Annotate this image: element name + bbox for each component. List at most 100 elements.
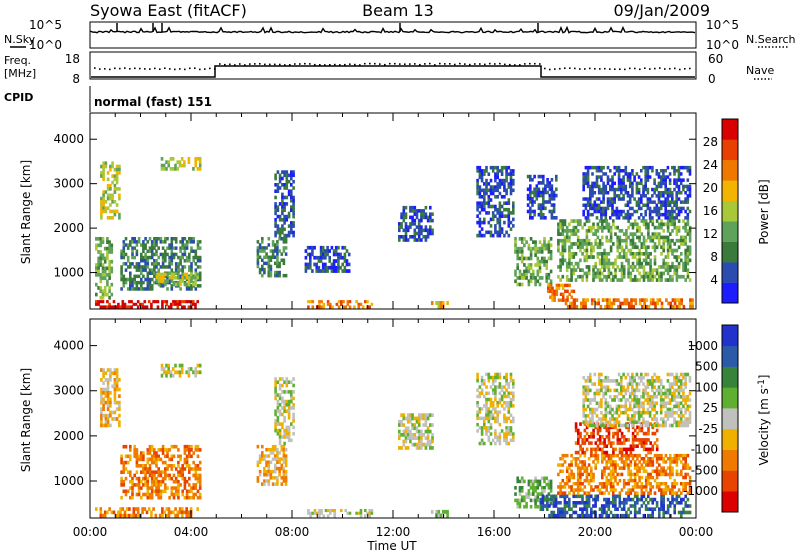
heatmap-cell: [645, 219, 648, 223]
heatmap-cell: [662, 172, 665, 176]
heatmap-cell: [636, 495, 639, 499]
heatmap-cell: [621, 278, 624, 282]
heatmap-cell: [125, 262, 128, 266]
heatmap-cell: [348, 263, 351, 267]
heatmap-cell: [490, 179, 493, 183]
heatmap-cell: [120, 455, 123, 459]
heatmap-cell: [348, 253, 351, 257]
heatmap-cell: [607, 191, 610, 195]
heatmap-cell: [494, 176, 497, 180]
heatmap-cell: [114, 200, 117, 204]
heatmap-cell: [100, 417, 103, 421]
heatmap-cell: [274, 470, 277, 474]
heatmap-cell: [171, 259, 174, 263]
heatmap-cell: [541, 247, 544, 251]
heatmap-cell: [263, 249, 266, 253]
heatmap-cell: [431, 229, 434, 233]
heatmap-cell: [169, 276, 172, 280]
heatmap-cell: [676, 232, 679, 236]
heatmap-cell: [398, 433, 401, 437]
heatmap-cell: [566, 275, 569, 279]
heatmap-cell: [151, 287, 154, 291]
heatmap-cell: [531, 203, 534, 207]
heatmap-cell: [614, 272, 617, 276]
heatmap-cell: [348, 269, 351, 273]
heatmap-cell: [328, 259, 331, 263]
heatmap-cell: [107, 407, 110, 411]
heatmap-cell: [109, 203, 112, 207]
heatmap-cell: [557, 242, 560, 246]
heatmap-cell: [259, 243, 262, 247]
heatmap-cell: [102, 194, 105, 198]
heatmap-cell: [420, 440, 423, 444]
heatmap-cell: [157, 305, 160, 308]
heatmap-cell: [579, 485, 582, 489]
heatmap-cell: [120, 458, 123, 462]
heatmap-cell: [564, 290, 567, 293]
heatmap-cell: [490, 198, 493, 202]
heatmap-cell: [662, 501, 665, 505]
heatmap-cell: [649, 252, 652, 256]
heatmap-cell: [107, 184, 110, 188]
heatmap-cell: [326, 246, 329, 250]
heatmap-cell: [623, 272, 626, 276]
heatmap-cell: [570, 262, 573, 266]
heatmap-cell: [678, 188, 681, 192]
heatmap-cell: [516, 499, 519, 503]
heatmap-cell: [190, 246, 193, 250]
heatmap-cell: [199, 483, 202, 487]
nave-label: Nave: [746, 64, 774, 77]
heatmap-cell: [360, 512, 363, 515]
heatmap-cell: [608, 275, 611, 279]
heatmap-cell: [550, 480, 553, 484]
heatmap-cell: [405, 206, 408, 210]
heatmap-cell: [411, 216, 414, 220]
heatmap-cell: [613, 197, 616, 201]
heatmap-cell: [116, 385, 119, 389]
heatmap-cell: [600, 178, 603, 182]
heatmap-cell: [97, 270, 100, 274]
heatmap-cell: [612, 265, 615, 269]
heatmap-cell: [129, 243, 132, 247]
nave-dot: [374, 63, 376, 65]
heatmap-cell: [592, 479, 595, 483]
nave-dot: [579, 68, 581, 70]
nave-dot: [644, 67, 646, 69]
heatmap-cell: [636, 223, 639, 227]
heatmap-cell: [510, 169, 513, 173]
heatmap-cell: [102, 237, 105, 241]
heatmap-cell: [678, 305, 681, 309]
heatmap-cell: [636, 245, 639, 249]
heatmap-cell: [111, 385, 114, 389]
heatmap-cell: [538, 188, 541, 192]
heatmap-cell: [190, 273, 193, 277]
heatmap-cell: [274, 380, 277, 384]
heatmap-cell: [501, 231, 504, 235]
noise-right-tick-bottom: 10^0: [706, 38, 739, 52]
heatmap-cell: [155, 259, 158, 263]
heatmap-cell: [651, 511, 654, 515]
heatmap-cell: [286, 432, 289, 436]
heatmap-cell: [635, 298, 638, 302]
heatmap-cell: [279, 377, 282, 381]
heatmap-cell: [665, 491, 668, 495]
heatmap-cell: [568, 239, 571, 243]
heatmap-cell: [122, 507, 125, 511]
heatmap-cell: [645, 485, 648, 489]
heatmap-cell: [324, 263, 327, 267]
heatmap-cell: [136, 243, 139, 247]
heatmap-cell: [485, 414, 488, 418]
heatmap-cell: [95, 263, 98, 267]
heatmap-cell: [292, 186, 295, 190]
heatmap-cell: [181, 493, 184, 497]
heatmap-cell: [573, 265, 576, 269]
heatmap-cell: [625, 185, 628, 189]
colorbar-segment: [722, 283, 738, 304]
heatmap-cell: [551, 188, 554, 192]
nave-dot: [344, 64, 346, 66]
heatmap-cell: [678, 255, 681, 259]
heatmap-cell: [599, 268, 602, 272]
heatmap-cell: [111, 161, 114, 165]
heatmap-cell: [611, 175, 614, 179]
heatmap-cell: [543, 480, 546, 484]
